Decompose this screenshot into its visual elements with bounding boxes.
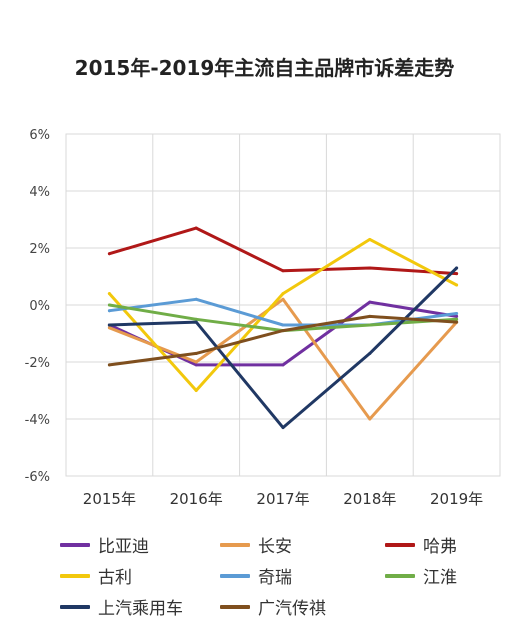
data-point	[455, 266, 459, 270]
data-point	[368, 300, 372, 304]
data-point	[455, 272, 459, 276]
data-point	[194, 389, 198, 392]
legend-item: 奇瑞	[220, 563, 385, 588]
data-point	[194, 360, 198, 364]
legend-item: 上汽乘用车	[60, 594, 220, 619]
legend-label: 广汽传祺	[258, 599, 326, 619]
data-point	[281, 297, 285, 301]
legend-swatch	[220, 604, 250, 609]
x-tick-label: 2015年	[83, 490, 136, 508]
y-tick-label: 6%	[29, 128, 50, 143]
data-point	[107, 309, 111, 313]
series-layer	[107, 226, 459, 430]
y-tick-label: -2%	[25, 356, 50, 371]
data-point	[368, 351, 372, 355]
x-tick-label: 2019年	[430, 490, 483, 508]
y-tick-label: 4%	[29, 185, 50, 200]
y-tick-label: -4%	[25, 413, 50, 428]
legend-label: 奇瑞	[258, 568, 292, 588]
grid-layer	[65, 133, 501, 477]
legend-swatch	[60, 542, 90, 547]
legend-item: 古利	[60, 563, 220, 588]
x-tick-label: 2018年	[343, 490, 396, 508]
legend-item: 比亚迪	[60, 532, 220, 557]
data-point	[455, 320, 459, 324]
legend-label: 比亚迪	[98, 537, 149, 557]
legend-swatch	[385, 573, 415, 578]
data-point	[368, 266, 372, 270]
data-point	[281, 323, 285, 327]
line-chart: -6% -4% -2% 0% 2% 4% 6% 2015年 2016年 2017年 2018年 201…	[25, 128, 501, 508]
legend-label: 江淮	[423, 568, 457, 588]
data-point	[194, 297, 198, 301]
data-point	[107, 326, 111, 330]
chart-legend: 比亚迪 长安 哈弗 古利 奇瑞 江淮 上汽乘用车 广汽传祺	[60, 532, 520, 619]
data-point	[107, 303, 111, 307]
data-point	[368, 323, 372, 327]
data-point	[107, 363, 111, 367]
data-point	[455, 317, 459, 321]
legend-label: 长安	[258, 537, 292, 557]
y-tick-label: -6%	[25, 470, 50, 485]
data-point	[194, 317, 198, 321]
legend-swatch	[220, 542, 250, 547]
data-point	[107, 252, 111, 256]
series-line	[107, 300, 459, 367]
legend-item: 江淮	[385, 563, 520, 588]
data-point	[194, 351, 198, 355]
y-tick-label: 2%	[29, 242, 50, 257]
data-point	[455, 283, 459, 287]
y-tick-label: 0%	[29, 299, 50, 314]
legend-label: 上汽乘用车	[98, 599, 183, 619]
series-line	[107, 226, 459, 276]
data-point	[194, 363, 198, 367]
data-point	[368, 314, 372, 318]
chart-title: 2015年-2019年主流自主品牌市诉差走势	[74, 56, 455, 80]
data-point	[281, 329, 285, 333]
data-point	[281, 269, 285, 273]
data-point	[281, 292, 285, 296]
legend-swatch	[60, 604, 90, 609]
data-point	[368, 237, 372, 241]
data-point	[194, 226, 198, 230]
x-tick-label: 2017年	[256, 490, 309, 508]
data-point	[281, 363, 285, 367]
data-point	[455, 312, 459, 316]
legend-item: 广汽传祺	[220, 594, 385, 619]
data-point	[107, 292, 111, 296]
legend-swatch	[385, 542, 415, 547]
legend-label: 哈弗	[423, 537, 457, 557]
legend-item: 长安	[220, 532, 385, 557]
axis-layer: -6% -4% -2% 0% 2% 4% 6% 2015年 2016年 2017年 2018年 201…	[25, 128, 484, 508]
data-point	[455, 314, 459, 318]
data-point	[368, 417, 372, 421]
data-point	[194, 320, 198, 324]
legend-label: 古利	[98, 568, 132, 588]
legend-swatch	[220, 573, 250, 578]
x-tick-label: 2016年	[170, 490, 223, 508]
data-point	[281, 426, 285, 430]
legend-item: 哈弗	[385, 532, 520, 557]
legend-swatch	[60, 573, 90, 578]
data-point	[107, 323, 111, 327]
